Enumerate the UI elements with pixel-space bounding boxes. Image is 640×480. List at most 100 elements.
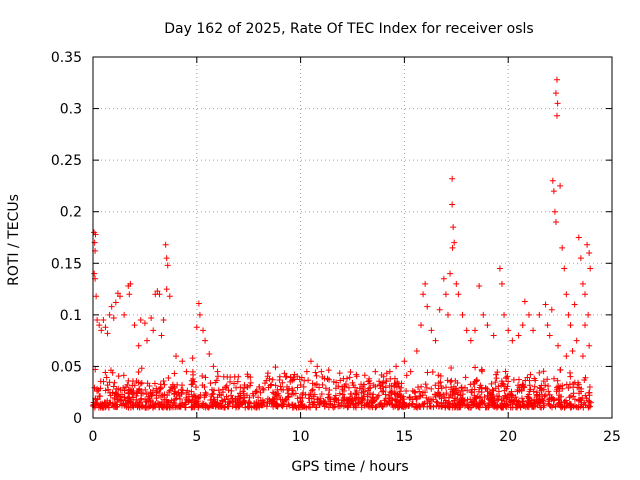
data-point — [193, 324, 200, 331]
data-point — [214, 394, 221, 401]
data-point — [458, 384, 465, 391]
data-point — [333, 397, 340, 404]
data-point — [406, 393, 413, 400]
data-point — [538, 387, 545, 394]
data-point — [106, 389, 113, 396]
data-point — [419, 389, 426, 396]
data-point — [352, 404, 359, 411]
data-point — [100, 317, 107, 324]
data-point — [567, 401, 574, 408]
data-point — [402, 403, 409, 410]
data-point — [340, 397, 347, 404]
data-point — [300, 383, 307, 390]
data-point — [501, 311, 508, 318]
data-point — [413, 347, 420, 354]
data-point — [269, 376, 276, 383]
data-point — [432, 337, 439, 344]
data-point — [530, 327, 537, 334]
data-point — [214, 368, 221, 375]
data-point — [226, 399, 233, 406]
data-point — [326, 400, 333, 407]
data-point — [575, 379, 582, 386]
data-point — [302, 391, 309, 398]
data-point — [319, 381, 326, 388]
data-point — [235, 373, 242, 380]
data-point — [587, 399, 594, 406]
data-point — [420, 291, 427, 298]
data-point — [324, 375, 331, 382]
data-point — [376, 401, 383, 408]
data-point — [107, 392, 114, 399]
data-point — [428, 327, 435, 334]
data-point — [196, 311, 203, 318]
data-point — [503, 401, 510, 408]
data-point — [401, 358, 408, 365]
data-point — [135, 342, 142, 349]
data-point — [260, 386, 267, 393]
data-point — [495, 396, 502, 403]
data-point — [436, 306, 443, 313]
data-point — [152, 401, 159, 408]
data-point — [432, 382, 439, 389]
data-point — [484, 322, 491, 329]
data-point — [567, 322, 574, 329]
data-point — [579, 394, 586, 401]
data-point — [196, 394, 203, 401]
data-point — [150, 327, 157, 334]
data-point — [130, 394, 137, 401]
data-point — [547, 403, 554, 410]
data-point — [203, 391, 210, 398]
data-point — [160, 378, 167, 385]
data-point — [237, 392, 244, 399]
data-point — [504, 373, 511, 380]
data-point — [189, 404, 196, 411]
data-point — [332, 385, 339, 392]
data-point — [173, 395, 180, 402]
data-point — [394, 378, 401, 385]
data-point — [585, 311, 592, 318]
data-point — [286, 402, 293, 409]
data-point — [289, 385, 296, 392]
data-point — [518, 384, 525, 391]
data-point — [131, 322, 138, 329]
data-point — [318, 368, 325, 375]
data-point — [177, 396, 184, 403]
data-point — [186, 393, 193, 400]
data-point — [442, 403, 449, 410]
data-point — [347, 396, 354, 403]
data-point — [144, 380, 151, 387]
data-point — [420, 401, 427, 408]
data-point — [578, 385, 585, 392]
data-point — [380, 373, 387, 380]
data-point — [452, 377, 459, 384]
data-point — [347, 390, 354, 397]
data-point — [349, 379, 356, 386]
data-point — [281, 397, 288, 404]
data-point — [496, 265, 503, 272]
data-point — [213, 377, 220, 384]
data-point — [553, 112, 560, 119]
data-point — [386, 368, 393, 375]
data-point — [485, 402, 492, 409]
data-point — [555, 342, 562, 349]
data-point — [548, 306, 555, 313]
data-point — [125, 386, 132, 393]
data-point — [435, 385, 442, 392]
data-point — [173, 353, 180, 360]
data-point — [117, 393, 124, 400]
data-point — [426, 403, 433, 410]
data-point — [551, 396, 558, 403]
data-point — [510, 376, 517, 383]
data-point — [527, 371, 534, 378]
data-point — [535, 399, 542, 406]
data-point — [270, 403, 277, 410]
data-point — [464, 396, 471, 403]
data-point — [106, 379, 113, 386]
data-point — [303, 368, 310, 375]
data-point — [498, 404, 505, 411]
y-tick-label: 0.2 — [60, 205, 82, 221]
data-point — [476, 401, 483, 408]
data-point — [542, 301, 549, 308]
data-point — [479, 398, 486, 405]
data-point — [525, 395, 532, 402]
